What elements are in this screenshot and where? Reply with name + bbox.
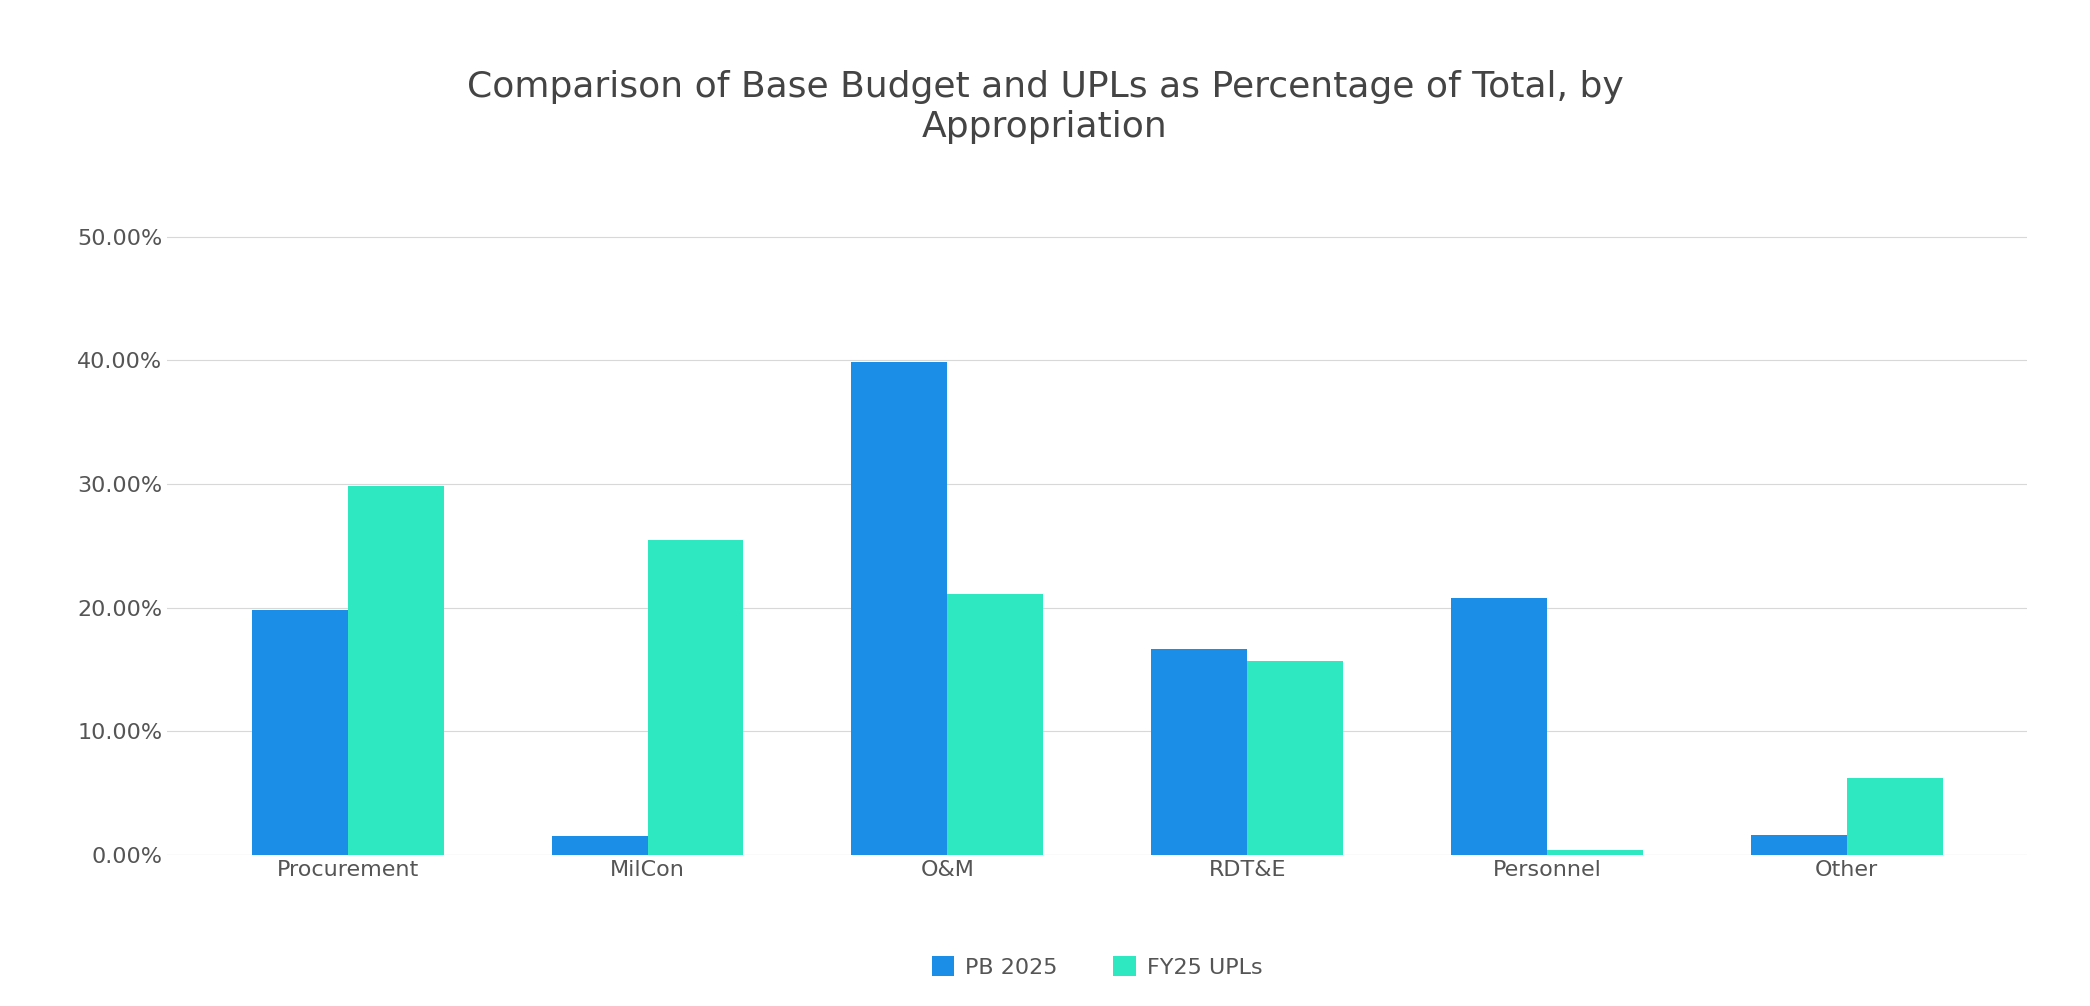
- Bar: [648, 540, 744, 855]
- Bar: [1751, 835, 1848, 855]
- Bar: [1547, 850, 1643, 855]
- Bar: [1152, 649, 1248, 855]
- Bar: [251, 610, 347, 855]
- Bar: [1848, 779, 1944, 855]
- Bar: [947, 595, 1043, 855]
- Legend: PB 2025, FY25 UPLs: PB 2025, FY25 UPLs: [924, 947, 1271, 987]
- Bar: [851, 362, 947, 855]
- Bar: [347, 486, 443, 855]
- Bar: [552, 836, 648, 855]
- Text: Comparison of Base Budget and UPLs as Percentage of Total, by
Appropriation: Comparison of Base Budget and UPLs as Pe…: [466, 70, 1624, 144]
- Bar: [1450, 598, 1547, 855]
- Bar: [1248, 661, 1344, 855]
